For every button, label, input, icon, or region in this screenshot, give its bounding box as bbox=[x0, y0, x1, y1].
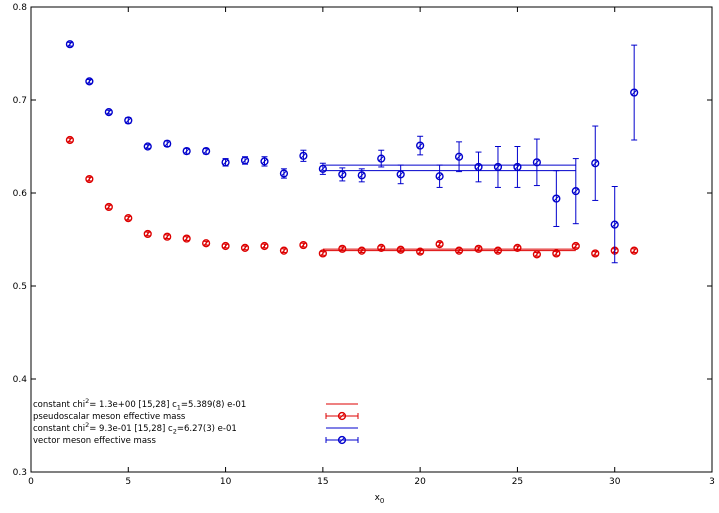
series-1-point bbox=[143, 229, 152, 239]
series-2-point bbox=[338, 167, 347, 182]
series-2-point bbox=[163, 139, 172, 148]
series-2-point bbox=[493, 146, 503, 188]
series-2-point bbox=[377, 149, 386, 168]
series-2-point bbox=[299, 149, 308, 162]
series-1-point bbox=[474, 244, 483, 253]
legend-key-series-2 bbox=[325, 435, 359, 445]
series-1-point bbox=[124, 214, 133, 223]
x-tick-label: 25 bbox=[512, 477, 523, 487]
plot-frame bbox=[30, 6, 713, 473]
series-2-point bbox=[240, 156, 250, 165]
series-2-point bbox=[454, 141, 464, 173]
series-2-point bbox=[552, 170, 561, 227]
x-tick-label: 3 bbox=[709, 477, 715, 487]
series-2-point bbox=[221, 158, 230, 167]
series-1-point bbox=[240, 243, 250, 252]
series-1-point bbox=[435, 240, 444, 249]
series-1-point bbox=[571, 241, 580, 251]
series-1-point bbox=[493, 246, 503, 255]
series-1-point bbox=[182, 234, 191, 243]
series-2-point bbox=[182, 147, 191, 156]
series-1-point bbox=[299, 240, 308, 250]
series-1-point bbox=[85, 174, 94, 184]
series-1-point bbox=[513, 243, 522, 252]
x-tick-label: 30 bbox=[609, 477, 621, 487]
series-2-point bbox=[630, 44, 639, 141]
series-1-point bbox=[357, 246, 366, 255]
series-2-point bbox=[318, 162, 327, 175]
series-2-point bbox=[513, 146, 522, 188]
legend: constant chi2= 1.3e+00 [15,28] c1=5.389(… bbox=[33, 397, 359, 446]
series-1-point bbox=[416, 247, 425, 256]
series-1-point bbox=[221, 241, 230, 251]
series-2-point bbox=[65, 40, 75, 49]
x-tick-label: 10 bbox=[220, 477, 232, 487]
legend-entry-fit-2: constant chi2= 9.3e-01 [15,28] c2=6.27(3… bbox=[33, 421, 237, 436]
y-tick-label: 0.6 bbox=[13, 189, 28, 199]
x-tick-label: 15 bbox=[317, 477, 328, 487]
series-2-point bbox=[260, 156, 269, 167]
series-2-point bbox=[474, 151, 483, 183]
y-tick-label: 0.4 bbox=[13, 375, 28, 385]
series-1-point bbox=[630, 246, 639, 255]
series-2-point bbox=[571, 158, 580, 225]
y-tick-label: 0.7 bbox=[13, 96, 27, 106]
series-1-point bbox=[163, 232, 172, 241]
data-points bbox=[65, 40, 639, 264]
series-2-point bbox=[104, 107, 113, 117]
series-2-point bbox=[279, 168, 289, 179]
series-1-point bbox=[454, 246, 464, 255]
series-2-point bbox=[143, 142, 152, 151]
series-2-point bbox=[85, 77, 94, 86]
x-tick-label: 5 bbox=[125, 477, 131, 487]
y-tick-label: 0.8 bbox=[13, 3, 28, 13]
x-tick-label: 0 bbox=[28, 477, 34, 487]
series-2-point bbox=[591, 125, 600, 201]
y-tick-label: 0.5 bbox=[13, 282, 27, 292]
x-tick-label: 20 bbox=[414, 477, 426, 487]
series-2-point bbox=[610, 185, 619, 264]
series-1-point bbox=[104, 202, 113, 212]
series-1-point bbox=[396, 245, 405, 254]
series-1-point bbox=[260, 241, 269, 251]
legend-keys bbox=[325, 403, 359, 445]
series-1-point bbox=[532, 250, 541, 259]
series-2-point bbox=[532, 138, 541, 187]
series-1-point bbox=[552, 249, 561, 258]
legend-entry-fit-1: constant chi2= 1.3e+00 [15,28] c1=5.389(… bbox=[33, 397, 246, 412]
series-2-point bbox=[435, 164, 444, 188]
legend-entry-series-1: pseudoscalar meson effective mass bbox=[33, 412, 186, 422]
x-axis-title: x0 bbox=[375, 493, 385, 505]
legend-entry-series-2: vector meson effective mass bbox=[33, 436, 156, 446]
series-1-point bbox=[202, 239, 211, 248]
series-2-point bbox=[124, 116, 133, 125]
series-1-point bbox=[338, 244, 347, 253]
series-2-point bbox=[357, 168, 366, 183]
series-2-point bbox=[202, 147, 211, 156]
series-1-point bbox=[377, 243, 386, 252]
series-1-point bbox=[318, 249, 327, 258]
series-1-point bbox=[279, 246, 289, 255]
series-1-point bbox=[65, 135, 75, 145]
legend-key-series-1 bbox=[325, 411, 359, 421]
tick-labels: 0 5 10 15 20 25 30 3 0.3 0.4 0.5 0.6 0.7 0.8 bbox=[13, 3, 715, 487]
series-2-point bbox=[396, 164, 405, 185]
y-tick-label: 0.3 bbox=[13, 468, 27, 478]
series-1-point bbox=[591, 249, 600, 258]
series-2-point bbox=[416, 135, 425, 156]
